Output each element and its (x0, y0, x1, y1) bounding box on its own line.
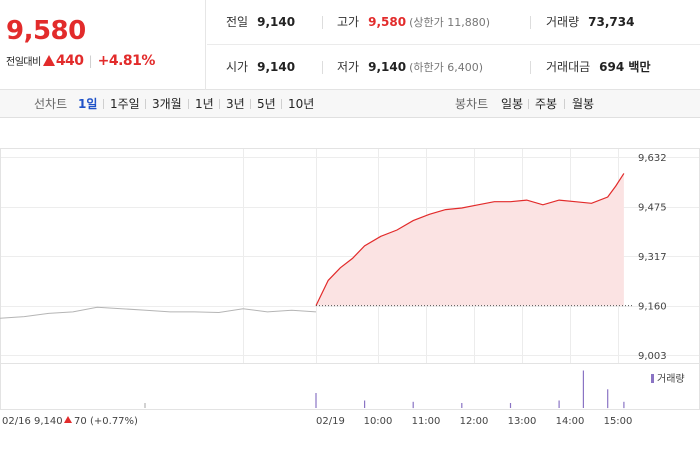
price-chart[interactable]: 9,632 9,475 9,317 9,160 9,003 거래량 02/16 9,140… (0, 118, 700, 450)
period-5y-tab[interactable]: 5년 (257, 97, 276, 111)
prev-change-label: 70 (74, 416, 87, 427)
time-tick-label: 15:00 (604, 416, 633, 427)
stat-value: 9,140 (257, 15, 296, 29)
stat-label: 고가 (337, 15, 360, 29)
volume-legend-swatch (651, 374, 654, 383)
current-price: 9,580 (6, 16, 86, 46)
stat-sub: (하한가 6,400) (409, 61, 483, 74)
stat-value: 9,140 (257, 60, 296, 74)
divider (145, 99, 146, 109)
stat-prev-close: 전일 9,140 (226, 0, 295, 45)
stat-label: 거래량 (546, 15, 580, 29)
prev-day-price-line (0, 306, 317, 319)
divider (219, 99, 220, 109)
divider (528, 99, 529, 109)
volume-bar (623, 401, 625, 409)
x-axis: 02/16 9,140 70 (+0.77%) 02/19 10:00 11:00 12:00… (2, 416, 632, 427)
volume-bar (607, 389, 609, 409)
stats-row-1: 전일 9,140 고가 9,580 (상한가 11,880) 거래량 73,734 (207, 0, 700, 45)
quote-panel: 9,580 전일대비 440 | +4.81% 전일 9,140 고가 9,580 (상한가… (0, 0, 700, 90)
price-box: 9,580 전일대비 440 | +4.81% (0, 0, 206, 90)
candle-daily-tab[interactable]: 일봉 (501, 97, 524, 111)
prev-close-label: 9,140 (34, 416, 63, 427)
volume-bars (144, 370, 625, 409)
time-tick-label: 12:00 (460, 416, 489, 427)
time-tick-label: 11:00 (412, 416, 441, 427)
stat-label: 거래대금 (546, 60, 591, 74)
today-price-line (315, 173, 625, 306)
change-label: 전일대비 (6, 57, 41, 68)
divider (322, 61, 323, 74)
prev-date-label: 02/16 (2, 416, 31, 427)
y-tick-label: 9,160 (638, 302, 667, 313)
divider (530, 16, 531, 29)
y-tick-label: 9,632 (638, 153, 667, 164)
candle-weekly-tab[interactable]: 주봉 (535, 97, 558, 111)
stat-open: 시가 9,140 (226, 45, 295, 90)
divider: | (88, 54, 93, 68)
stat-high: 고가 9,580 (상한가 11,880) (337, 0, 490, 45)
volume-bar (315, 393, 317, 408)
stat-volume: 거래량 73,734 (546, 0, 634, 45)
divider (250, 99, 251, 109)
volume-bar (364, 400, 366, 408)
time-tick-label: 14:00 (556, 416, 585, 427)
stat-label: 시가 (226, 60, 249, 74)
up-triangle-icon (42, 55, 55, 66)
period-1d-tab[interactable]: 1일 (78, 97, 98, 111)
line-chart-label: 선차트 (34, 97, 68, 111)
change-percent: +4.81% (97, 53, 156, 69)
divider (188, 99, 189, 109)
chart-period-toolbar: 선차트 1일 1주일 3개월 1년 3년 5년 10년 봉차트 일봉 주봉 월봉 (0, 90, 700, 118)
volume-bar (412, 401, 414, 409)
divider (103, 99, 104, 109)
volume-legend: 거래량 (657, 373, 685, 385)
divider (564, 99, 565, 109)
y-tick-label: 9,003 (638, 351, 667, 362)
y-tick-label: 9,317 (638, 252, 667, 263)
period-3y-tab[interactable]: 3년 (226, 97, 245, 111)
candle-chart-label: 봉차트 (455, 97, 489, 111)
volume-bar (582, 370, 584, 408)
today-date-label: 02/19 (316, 416, 345, 427)
period-3m-tab[interactable]: 3개월 (152, 97, 182, 111)
volume-bar (144, 403, 146, 408)
stat-value: 694 백만 (599, 60, 651, 74)
volume-bar (461, 403, 463, 408)
stats-row-2: 시가 9,140 저가 9,140 (하한가 6,400) 거래대금 694 백만 (207, 45, 700, 90)
stat-sub: (상한가 11,880) (409, 16, 490, 29)
time-tick-label: 10:00 (364, 416, 393, 427)
up-triangle-icon (64, 416, 72, 423)
volume-bar (509, 403, 512, 408)
stat-value: 73,734 (588, 15, 635, 29)
prev-change-pct-label: (+0.77%) (90, 416, 138, 427)
change-amount: 440 (55, 53, 84, 69)
change-row: 전일대비 440 | +4.81% (6, 53, 155, 69)
period-1y-tab[interactable]: 1년 (195, 97, 214, 111)
stat-trade-value: 거래대금 694 백만 (546, 45, 650, 90)
divider (322, 16, 323, 29)
stat-low: 저가 9,140 (하한가 6,400) (337, 45, 483, 90)
y-tick-label: 9,475 (638, 203, 667, 214)
volume-frame (0, 363, 700, 410)
candle-monthly-tab[interactable]: 월봉 (572, 97, 595, 111)
stat-value: 9,140 (368, 60, 407, 74)
period-10y-tab[interactable]: 10년 (288, 97, 315, 111)
period-1w-tab[interactable]: 1주일 (110, 97, 140, 111)
stat-label: 저가 (337, 60, 360, 74)
stat-label: 전일 (226, 15, 249, 29)
stat-value: 9,580 (368, 15, 407, 29)
time-tick-label: 13:00 (508, 416, 537, 427)
volume-bar (558, 400, 560, 408)
divider (281, 99, 282, 109)
today-price-area (316, 173, 624, 306)
y-axis: 9,632 9,475 9,317 9,160 9,003 (638, 153, 667, 362)
divider (530, 61, 531, 74)
